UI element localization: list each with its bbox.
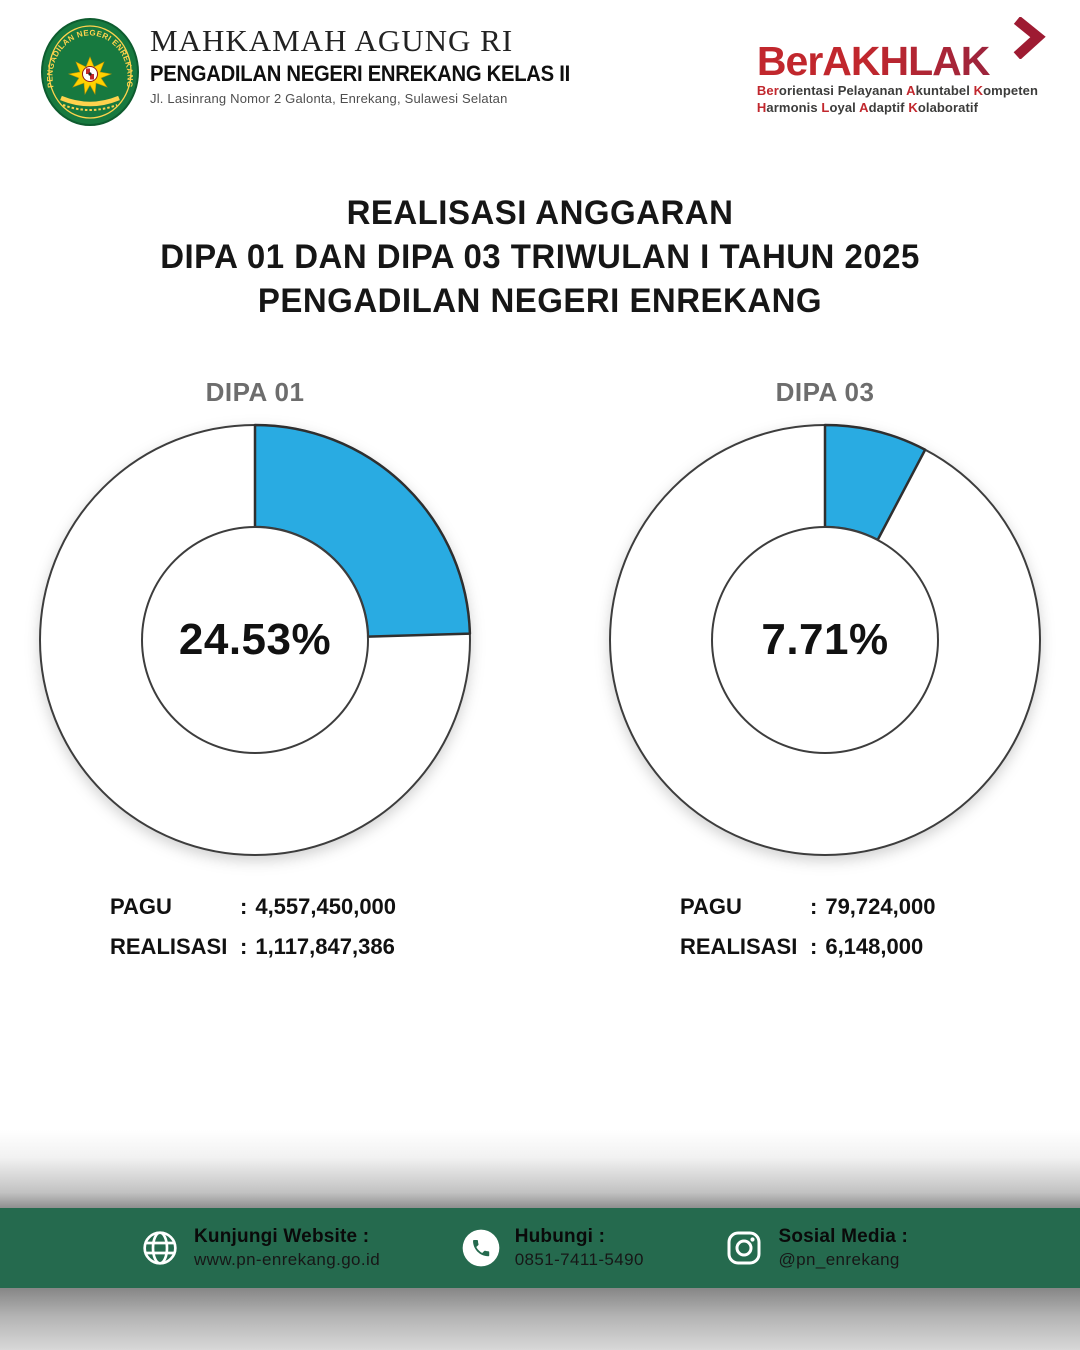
chart-dipa-03: DIPA 03 7.71% PAGU:79,724,000 REALISASI:…	[603, 377, 1047, 974]
footer-title-social: Sosial Media :	[778, 1226, 908, 1247]
tagline-text: ompeten	[983, 83, 1038, 98]
tagline-text: orientasi Pelayanan	[778, 83, 907, 98]
brand-block: PENGADILAN NEGERI ENREKANG MAHKAMAH AGUN…	[40, 17, 606, 127]
org-title: MAHKAMAH AGUNG RI	[150, 23, 514, 58]
pagu-label: PAGU	[680, 894, 742, 919]
colon: :	[810, 934, 818, 959]
chart-dipa-01: DIPA 01 24.53% PAGU:4,557,450,000 REALIS…	[33, 377, 477, 974]
org-subtitle: PENGADILAN NEGERI ENREKANG KELAS II	[150, 60, 570, 86]
berakhlak-logo: BerAKHLAK Berorientasi Pelayanan Akuntab…	[757, 17, 1046, 116]
donut-chart-dipa-03: 7.71%	[603, 418, 1047, 862]
footer-title-phone: Hubungi :	[514, 1226, 606, 1247]
donut-svg-dipa-01	[39, 423, 472, 856]
website-url[interactable]: www.pn-enrekang.go.id	[194, 1250, 381, 1269]
colon: :	[240, 934, 248, 959]
title-line-3: PENGADILAN NEGERI ENREKANG	[257, 282, 823, 320]
tagline-text: oyal	[829, 99, 860, 115]
realisasi-value: 1,117,847,386	[255, 934, 395, 959]
percent-label-dipa-01: 24.53%	[178, 615, 332, 664]
phone-number[interactable]: 0851-7411-5490	[514, 1250, 644, 1269]
colon: :	[810, 894, 818, 919]
instagram-icon	[724, 1228, 764, 1268]
colon: :	[240, 894, 248, 919]
footer-text-social: Sosial Media : @pn_enrekang	[778, 1226, 908, 1270]
berakhlak-tagline-line1: Berorientasi Pelayanan Akuntabel Kompete…	[757, 83, 1038, 99]
footer-item-website: Kunjungi Website : www.pn-enrekang.go.id	[140, 1226, 380, 1270]
charts-row: DIPA 01 24.53% PAGU:4,557,450,000 REALIS…	[0, 377, 1080, 974]
tagline-red-letter: A	[859, 99, 869, 115]
title-line-2: DIPA 01 DAN DIPA 03 TRIWULAN I TAHUN 202…	[160, 238, 920, 276]
realisasi-label: REALISASI	[680, 934, 798, 959]
pagu-value: 4,557,450,000	[255, 894, 397, 919]
tagline-text: olaboratif	[917, 99, 979, 115]
tagline-text: kuntabel	[915, 83, 974, 98]
seal-scroll	[60, 95, 120, 111]
globe-icon	[140, 1228, 180, 1268]
tagline-text: armonis	[766, 99, 822, 115]
footer-shadow-bottom	[0, 1288, 1080, 1350]
stats-dipa-03: PAGU:79,724,000 REALISASI:6,148,000	[680, 894, 1047, 960]
tagline-red-letter: L	[821, 99, 830, 115]
footer-text-phone: Hubungi : 0851-7411-5490	[515, 1226, 644, 1270]
realisasi-value: 6,148,000	[825, 934, 924, 959]
pagu-value: 79,724,000	[825, 894, 936, 919]
tagline-red-letter: H	[756, 99, 767, 115]
stats-dipa-01: PAGU:4,557,450,000 REALISASI:1,117,847,3…	[110, 894, 477, 960]
donut-svg-dipa-03	[609, 423, 1041, 856]
chart-title-dipa-01: DIPA 01	[205, 377, 305, 407]
footer-item-social: Sosial Media : @pn_enrekang	[724, 1226, 908, 1270]
pagu-label: PAGU	[110, 894, 172, 919]
court-seal-logo: PENGADILAN NEGERI ENREKANG	[41, 18, 139, 126]
footer-item-phone: Hubungi : 0851-7411-5490	[461, 1226, 644, 1270]
footer-shadow-top	[0, 1130, 1080, 1208]
percent-label-dipa-03: 7.71%	[761, 615, 889, 664]
seal-star-emblem	[67, 56, 113, 95]
stat-row-pagu: PAGU:4,557,450,000	[110, 894, 477, 920]
instagram-handle[interactable]: @pn_enrekang	[778, 1250, 900, 1269]
tagline-red-letter: Ber	[756, 83, 779, 98]
stat-row-realisasi: REALISASI:1,117,847,386	[110, 934, 477, 960]
footer-text-website: Kunjungi Website : www.pn-enrekang.go.id	[194, 1226, 380, 1270]
stat-row-pagu: PAGU:79,724,000	[680, 894, 1047, 920]
brand-text: MAHKAMAH AGUNG RI PENGADILAN NEGERI ENRE…	[150, 17, 606, 127]
tagline-red-letter: K	[908, 99, 918, 115]
berakhlak-wordmark: BerAKHLAK	[757, 41, 1038, 82]
phone-icon	[461, 1228, 501, 1268]
tagline-red-letter: K	[973, 83, 984, 98]
title-line-1: REALISASI ANGGARAN	[346, 194, 734, 232]
stat-row-realisasi: REALISASI:6,148,000	[680, 934, 1047, 960]
realisasi-label: REALISASI	[110, 934, 228, 959]
footer-bar: Kunjungi Website : www.pn-enrekang.go.id…	[0, 1208, 1080, 1288]
footer-title-website: Kunjungi Website :	[194, 1226, 370, 1247]
header: PENGADILAN NEGERI ENREKANG MAHKAMAH AGUN…	[0, 0, 1080, 127]
page-title: REALISASI ANGGARAN DIPA 01 DAN DIPA 03 T…	[0, 191, 1080, 323]
chart-title-dipa-03: DIPA 03	[775, 377, 875, 407]
tagline-text: daptif	[868, 99, 909, 115]
org-address: Jl. Lasinrang Nomor 2 Galonta, Enrekang,…	[150, 90, 508, 106]
donut-chart-dipa-01: 24.53%	[33, 418, 477, 862]
chevron-right-icon	[1013, 17, 1046, 59]
tagline-red-letter: A	[906, 83, 916, 98]
berakhlak-tagline-line2: Harmonis Loyal Adaptif Kolaboratif	[757, 100, 1038, 116]
